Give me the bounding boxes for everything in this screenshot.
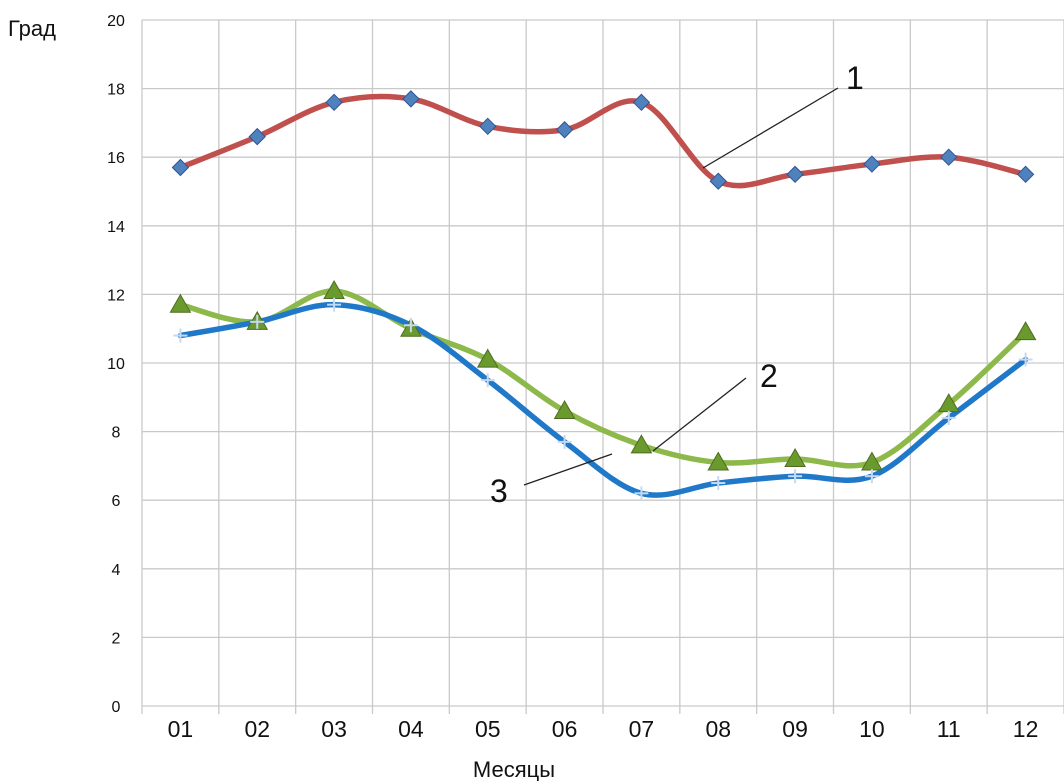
series-1-point — [786, 165, 804, 184]
leader-line-2 — [652, 377, 747, 452]
y-axis-title: Град — [8, 16, 56, 41]
series-3-point — [711, 476, 726, 491]
series-3-point — [634, 486, 649, 501]
series-3-point — [173, 328, 188, 343]
series-3-point — [250, 314, 265, 329]
series-3-point — [1018, 352, 1033, 367]
series-3-point — [557, 434, 572, 449]
series-1-point — [248, 127, 266, 146]
y-tick-label: 18 — [107, 82, 125, 99]
series-1-point — [402, 90, 420, 108]
series-2-point — [784, 448, 806, 468]
annotation-label-2: 2 — [760, 358, 778, 394]
y-tick-label: 20 — [107, 13, 125, 30]
y-tick-label: 8 — [112, 425, 121, 442]
annotation-label-3: 3 — [490, 473, 508, 509]
annotation-series-3: 3 — [490, 453, 613, 509]
x-tick-label: 06 — [552, 716, 578, 742]
x-tick-label: 08 — [705, 716, 731, 742]
series-3-point — [403, 318, 418, 333]
x-tick-label: 11 — [937, 716, 961, 742]
x-tick-label: 12 — [1013, 716, 1039, 742]
series-1-point — [940, 148, 958, 166]
series-markers — [169, 90, 1037, 501]
series-2-point — [476, 348, 499, 368]
series-3-point — [864, 469, 879, 484]
series-2-point — [169, 293, 192, 313]
series-2-point — [553, 400, 576, 420]
x-tick-label: 09 — [782, 716, 808, 742]
series-1-point — [709, 172, 727, 190]
y-tick-label: 16 — [107, 150, 125, 167]
series-2-point — [630, 434, 653, 454]
annotation-series-1: 1 — [702, 60, 864, 169]
series-1-point — [325, 93, 343, 112]
y-tick-label: 6 — [112, 493, 121, 510]
series-1-point — [1016, 165, 1035, 184]
series-1-point — [632, 93, 651, 112]
y-tick-label: 12 — [107, 287, 125, 304]
series-1-point — [171, 158, 190, 177]
x-tick-label: 07 — [629, 716, 655, 742]
leader-line-1 — [702, 87, 839, 169]
series-2-point — [707, 451, 730, 471]
series-1-point — [555, 121, 574, 139]
series-3-point — [941, 410, 956, 425]
x-tick-label: 02 — [244, 716, 270, 742]
series-1-point — [863, 155, 881, 173]
series-3-point — [480, 373, 495, 388]
annotation-series-2: 2 — [652, 358, 778, 452]
y-tick-label: 2 — [112, 630, 121, 647]
series-1-point — [479, 117, 497, 136]
series-2-point — [1014, 321, 1037, 341]
y-tick-label: 10 — [107, 356, 125, 373]
annotation-label-1: 1 — [846, 60, 864, 96]
x-tick-label: 03 — [321, 716, 347, 742]
grid — [141, 19, 1064, 714]
y-tick-label: 14 — [107, 219, 125, 236]
leader-line-3 — [523, 453, 613, 486]
x-tick-label: 10 — [859, 716, 885, 742]
y-tick-label: 4 — [112, 562, 121, 579]
x-tick-label: 05 — [475, 716, 501, 742]
x-tick-label: 01 — [168, 716, 194, 742]
y-tick-label: 0 — [112, 699, 121, 716]
series-3-point — [327, 297, 342, 312]
x-tick-label: 04 — [398, 716, 424, 742]
x-axis-title: Месяцы — [473, 757, 555, 781]
series-3-point — [788, 469, 803, 484]
